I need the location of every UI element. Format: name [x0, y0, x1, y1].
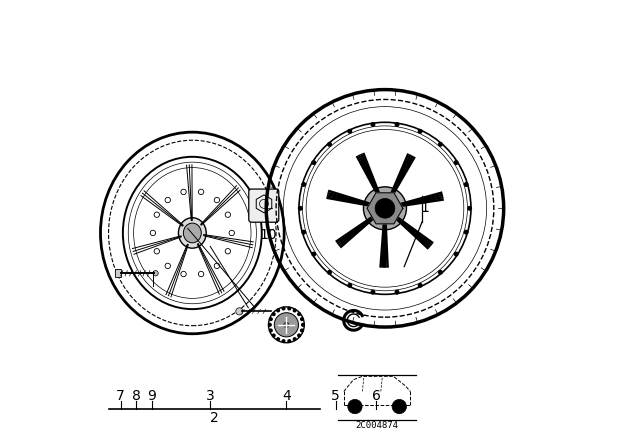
- Circle shape: [348, 284, 351, 287]
- Circle shape: [328, 271, 332, 274]
- Circle shape: [301, 329, 303, 332]
- Polygon shape: [367, 193, 403, 224]
- Circle shape: [468, 207, 472, 210]
- Circle shape: [298, 207, 302, 210]
- Circle shape: [282, 340, 285, 342]
- Circle shape: [288, 307, 291, 310]
- Text: 6: 6: [372, 389, 380, 404]
- Circle shape: [269, 329, 272, 332]
- Circle shape: [269, 323, 271, 326]
- Text: 3: 3: [206, 389, 214, 404]
- Ellipse shape: [179, 218, 206, 248]
- Text: 4: 4: [282, 389, 291, 404]
- Circle shape: [312, 252, 316, 256]
- Circle shape: [348, 400, 362, 414]
- Circle shape: [454, 252, 458, 256]
- Circle shape: [284, 322, 289, 327]
- Circle shape: [282, 307, 285, 310]
- Circle shape: [438, 271, 442, 274]
- Circle shape: [396, 123, 399, 126]
- Circle shape: [275, 313, 298, 337]
- Circle shape: [396, 290, 399, 294]
- Circle shape: [312, 161, 316, 164]
- Circle shape: [298, 313, 300, 315]
- Circle shape: [392, 400, 406, 414]
- Circle shape: [328, 142, 332, 146]
- Text: 5: 5: [332, 389, 340, 404]
- Circle shape: [465, 230, 468, 234]
- Circle shape: [293, 338, 296, 340]
- Circle shape: [269, 318, 272, 320]
- Circle shape: [276, 338, 280, 340]
- Text: 9: 9: [148, 389, 156, 404]
- Circle shape: [153, 271, 158, 276]
- Circle shape: [276, 309, 280, 312]
- Text: 10: 10: [260, 228, 277, 242]
- Circle shape: [371, 123, 374, 126]
- Circle shape: [375, 198, 395, 218]
- Circle shape: [454, 161, 458, 164]
- Circle shape: [273, 313, 275, 315]
- Circle shape: [465, 183, 468, 186]
- Circle shape: [419, 284, 422, 287]
- Circle shape: [348, 129, 351, 133]
- Circle shape: [302, 230, 305, 234]
- Circle shape: [288, 340, 291, 342]
- Circle shape: [269, 307, 305, 343]
- Circle shape: [301, 318, 303, 320]
- Text: 8: 8: [132, 389, 141, 404]
- Circle shape: [364, 187, 406, 230]
- Text: 1: 1: [421, 201, 429, 215]
- Circle shape: [371, 290, 374, 294]
- Bar: [115, 269, 121, 277]
- Circle shape: [438, 142, 442, 146]
- Text: 2: 2: [211, 410, 219, 425]
- Circle shape: [301, 323, 305, 326]
- Circle shape: [419, 129, 422, 133]
- Circle shape: [236, 308, 243, 315]
- Ellipse shape: [183, 223, 201, 243]
- Circle shape: [293, 309, 296, 312]
- Circle shape: [298, 334, 300, 337]
- Circle shape: [273, 334, 275, 337]
- Circle shape: [302, 183, 305, 186]
- Text: 2C004874: 2C004874: [356, 421, 399, 430]
- Text: 7: 7: [116, 389, 125, 404]
- FancyBboxPatch shape: [249, 189, 279, 222]
